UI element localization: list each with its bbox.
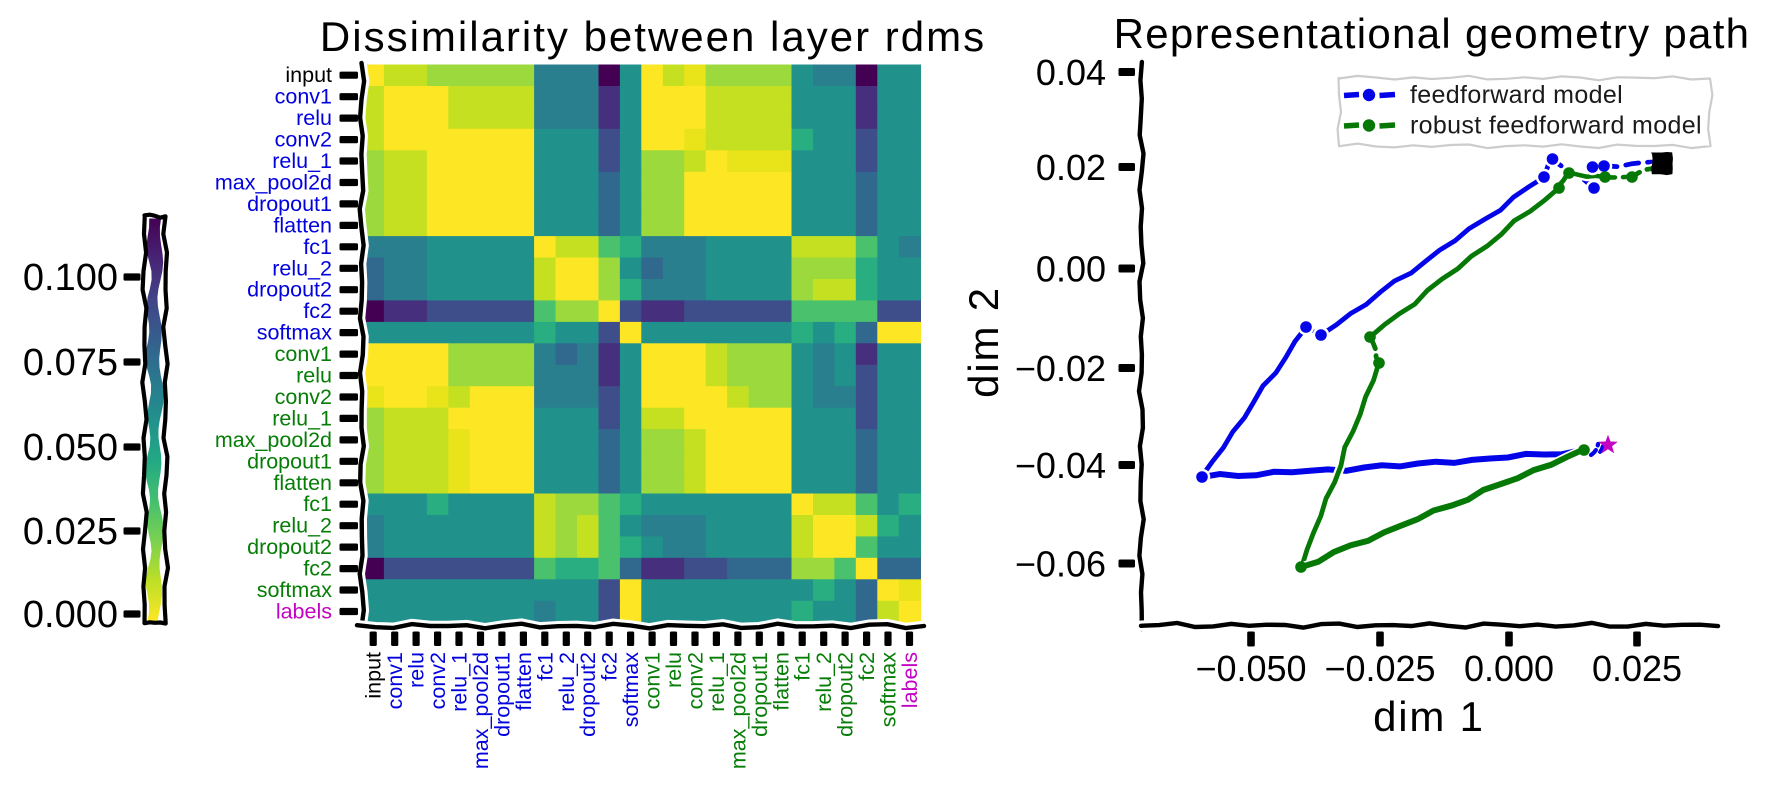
svg-text:input: input <box>285 63 332 87</box>
svg-text:fc2: fc2 <box>303 557 332 581</box>
svg-text:relu_1: relu_1 <box>705 652 729 712</box>
svg-text:−0.06: −0.06 <box>1015 544 1106 585</box>
svg-text:0.02: 0.02 <box>1036 147 1106 188</box>
svg-text:labels: labels <box>276 600 332 624</box>
svg-text:conv1: conv1 <box>275 342 332 366</box>
svg-text:0.000: 0.000 <box>23 594 118 636</box>
svg-text:dim 1: dim 1 <box>1373 693 1485 740</box>
svg-text:relu_2: relu_2 <box>272 256 332 280</box>
svg-text:fc1: fc1 <box>533 652 557 681</box>
svg-text:−0.02: −0.02 <box>1015 348 1106 389</box>
svg-text:softmax: softmax <box>257 321 333 345</box>
svg-text:max_pool2d: max_pool2d <box>215 428 332 452</box>
svg-text:0.025: 0.025 <box>1592 648 1682 689</box>
svg-text:fc2: fc2 <box>598 652 622 681</box>
svg-text:dim 2: dim 2 <box>960 286 1007 398</box>
svg-text:0.050: 0.050 <box>23 427 118 469</box>
svg-text:softmax: softmax <box>257 578 333 602</box>
svg-text:fc2: fc2 <box>855 652 879 681</box>
svg-text:conv1: conv1 <box>275 85 332 109</box>
svg-text:relu: relu <box>296 106 332 130</box>
svg-text:max_pool2d: max_pool2d <box>215 171 332 195</box>
svg-text:robust feedforward model: robust feedforward model <box>1410 112 1702 140</box>
svg-text:labels: labels <box>898 652 922 708</box>
svg-text:0.075: 0.075 <box>23 342 118 384</box>
svg-text:relu: relu <box>405 652 429 688</box>
svg-text:flatten: flatten <box>273 213 332 237</box>
svg-text:Representational geometry path: Representational geometry path <box>1114 10 1751 57</box>
svg-text:relu: relu <box>662 652 686 688</box>
svg-text:0.04: 0.04 <box>1036 52 1106 93</box>
svg-text:dropout1: dropout1 <box>247 449 332 473</box>
svg-text:−0.050: −0.050 <box>1195 648 1306 689</box>
svg-text:max_pool2d: max_pool2d <box>726 652 750 769</box>
svg-text:fc1: fc1 <box>303 235 332 259</box>
svg-text:relu_1: relu_1 <box>448 652 472 712</box>
svg-text:fc1: fc1 <box>791 652 815 681</box>
svg-text:0.00: 0.00 <box>1036 249 1106 290</box>
svg-text:dropout2: dropout2 <box>576 652 600 737</box>
svg-text:dropout1: dropout1 <box>748 652 772 737</box>
svg-text:conv2: conv2 <box>426 652 450 709</box>
svg-text:softmax: softmax <box>877 652 901 728</box>
svg-text:Dissimilarity between layer rd: Dissimilarity between layer rdms <box>320 13 986 60</box>
svg-text:0.025: 0.025 <box>23 511 118 553</box>
svg-text:conv1: conv1 <box>641 652 665 709</box>
svg-text:dropout2: dropout2 <box>834 652 858 737</box>
svg-text:flatten: flatten <box>769 652 793 711</box>
svg-text:0.000: 0.000 <box>1464 648 1554 689</box>
svg-text:−0.04: −0.04 <box>1015 445 1106 486</box>
svg-text:relu_2: relu_2 <box>812 652 836 712</box>
svg-text:fc2: fc2 <box>303 299 332 323</box>
svg-text:−0.025: −0.025 <box>1324 648 1435 689</box>
svg-text:flatten: flatten <box>273 471 332 495</box>
svg-text:relu_1: relu_1 <box>272 149 332 173</box>
svg-text:flatten: flatten <box>512 652 536 711</box>
svg-text:feedforward model: feedforward model <box>1410 81 1623 109</box>
svg-text:dropout1: dropout1 <box>247 192 332 216</box>
svg-text:fc1: fc1 <box>303 492 332 516</box>
svg-text:conv2: conv2 <box>275 128 332 152</box>
svg-text:dropout1: dropout1 <box>490 652 514 737</box>
svg-text:max_pool2d: max_pool2d <box>469 652 493 769</box>
svg-text:conv2: conv2 <box>684 652 708 709</box>
svg-text:0.100: 0.100 <box>23 257 118 299</box>
svg-text:dropout2: dropout2 <box>247 278 332 302</box>
svg-text:conv2: conv2 <box>275 385 332 409</box>
svg-text:input: input <box>362 652 386 699</box>
svg-text:relu_2: relu_2 <box>555 652 579 712</box>
svg-text:relu: relu <box>296 364 332 388</box>
svg-text:relu_1: relu_1 <box>272 406 332 430</box>
svg-text:conv1: conv1 <box>383 652 407 709</box>
svg-text:softmax: softmax <box>619 652 643 728</box>
svg-text:relu_2: relu_2 <box>272 514 332 538</box>
svg-text:dropout2: dropout2 <box>247 535 332 559</box>
